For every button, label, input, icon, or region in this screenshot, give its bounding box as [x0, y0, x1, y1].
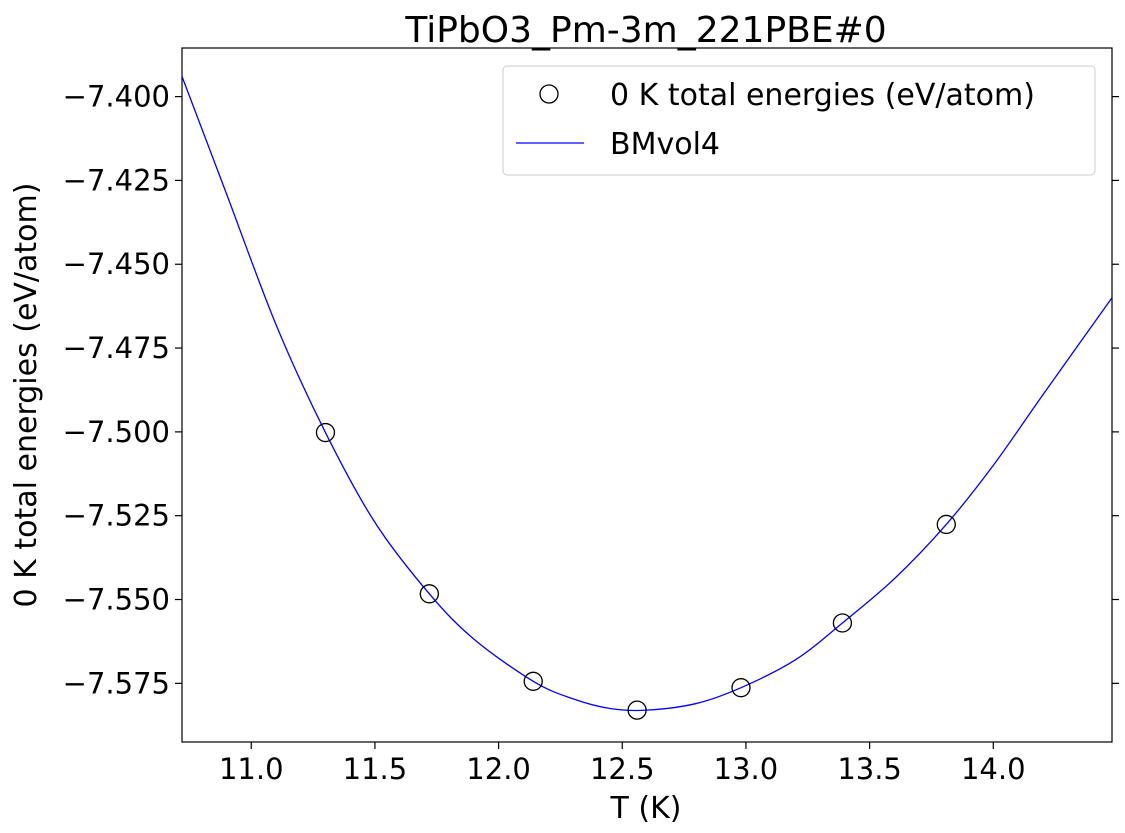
y-tick-label: −7.550: [63, 583, 170, 617]
legend-label-energies: 0 K total energies (eV/atom): [610, 78, 1035, 113]
x-tick-label: 13.0: [714, 752, 779, 786]
x-tick-label: 11.0: [219, 752, 284, 786]
data-point: [936, 514, 956, 535]
x-tick-label: 14.0: [961, 752, 1026, 786]
y-tick-label: −7.575: [63, 666, 170, 700]
y-tick-label: −7.500: [63, 415, 170, 449]
legend-label-bmvol4: BMvol4: [610, 127, 720, 162]
legend: 0 K total energies (eV/atom) BMvol4: [502, 65, 1096, 176]
y-axis-label: 0 K total energies (eV/atom): [9, 183, 44, 608]
data-point: [832, 613, 853, 633]
x-tick-label: 12.5: [590, 752, 655, 786]
x-tick-label: 12.0: [466, 752, 531, 786]
data-point: [419, 584, 439, 604]
y-tick-label: −7.450: [63, 247, 170, 281]
x-tick-label: 13.5: [837, 752, 902, 786]
x-tick-label: 11.5: [343, 752, 408, 786]
data-point: [523, 671, 543, 691]
series-line-bmvol4: [182, 76, 1112, 712]
data-point: [627, 700, 647, 720]
y-tick-label: −7.425: [63, 163, 170, 197]
y-tick-label: −7.400: [63, 80, 170, 114]
data-point: [731, 678, 751, 698]
y-tick-label: −7.525: [63, 499, 170, 533]
legend-box: [502, 65, 1096, 176]
plot-frame: [181, 47, 1113, 743]
y-tick-label: −7.475: [63, 331, 170, 365]
data-point: [315, 422, 336, 443]
axis-ticks: 11.0 11.5 12.0 12.5 13.0 13.5 14.0 −7.400 −7.425…: [63, 80, 1119, 786]
legend-marker-energies: [539, 84, 559, 104]
x-axis-label: T (K): [610, 791, 682, 826]
plot-area: [182, 76, 1112, 720]
chart-title: TiPbO3_Pm-3m_221PBE#0: [404, 10, 886, 51]
